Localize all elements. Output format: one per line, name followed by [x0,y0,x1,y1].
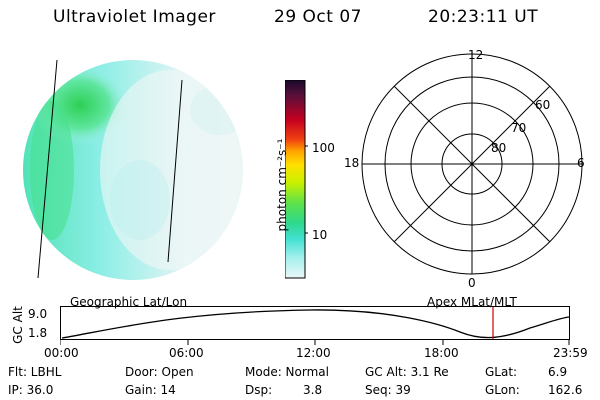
polar-ring-label-60: 60 [535,98,551,112]
timeline-tick-4: 23:59 [553,346,588,360]
timeline-y-axis-label: GC Alt [11,306,25,344]
filter-info: Flt: LBHL [8,365,62,379]
timeline-tick-2: 12:00 [296,346,331,360]
dsp-value: 3.8 [303,383,323,397]
terminator-line-right [167,79,183,263]
polar-ring-label-70: 70 [511,121,527,135]
timeline-tick-3: 18:00 [424,346,459,360]
polar-ring-label-80: 80 [491,141,507,155]
polar-label-6: 6 [577,156,585,170]
polar-label-0: 0 [468,276,476,290]
glon-label: GLon: [485,383,520,397]
door-info: Door: Open [125,365,194,379]
altitude-curve [61,309,570,339]
date-label: 29 Oct 07 [274,7,362,27]
gc-alt-info: GC Alt: 3.1 Re [365,365,449,379]
timeline-tick-0: 00:00 [44,346,79,360]
timeline-left-label: Geographic Lat/Lon [70,295,188,309]
timeline-right-label: Apex MLat/MLT [427,295,517,309]
colorbar [285,80,308,279]
seq-info: Seq: 39 [365,383,411,397]
timeline-plot [60,306,570,345]
glat-label: GLat: [485,365,518,379]
gain-info: Gain: 14 [125,383,176,397]
time-label: 20:23:11 UT [428,7,539,27]
polar-label-12: 12 [468,48,484,62]
ip-info: IP: 36.0 [8,383,54,397]
colorbar-tick-100: 100 [312,141,335,155]
polar-plot [361,53,583,275]
instrument-title: Ultraviolet Imager [53,7,216,27]
timeline-y-min: 1.8 [28,326,48,340]
polar-label-18: 18 [344,156,360,170]
mode-info: Mode: Normal [245,365,329,379]
timeline-y-max: 9.0 [28,307,48,321]
glon-value: 162.6 [548,383,583,397]
auroral-image [23,59,243,280]
glat-value: 6.9 [548,365,568,379]
dsp-label: Dsp: [245,383,273,397]
terminator-line-left [37,59,58,279]
colorbar-tick-10: 10 [312,228,328,242]
colorbar-unit-label: photon cm⁻²s⁻¹ [275,138,289,232]
timeline-tick-1: 06:00 [169,346,204,360]
